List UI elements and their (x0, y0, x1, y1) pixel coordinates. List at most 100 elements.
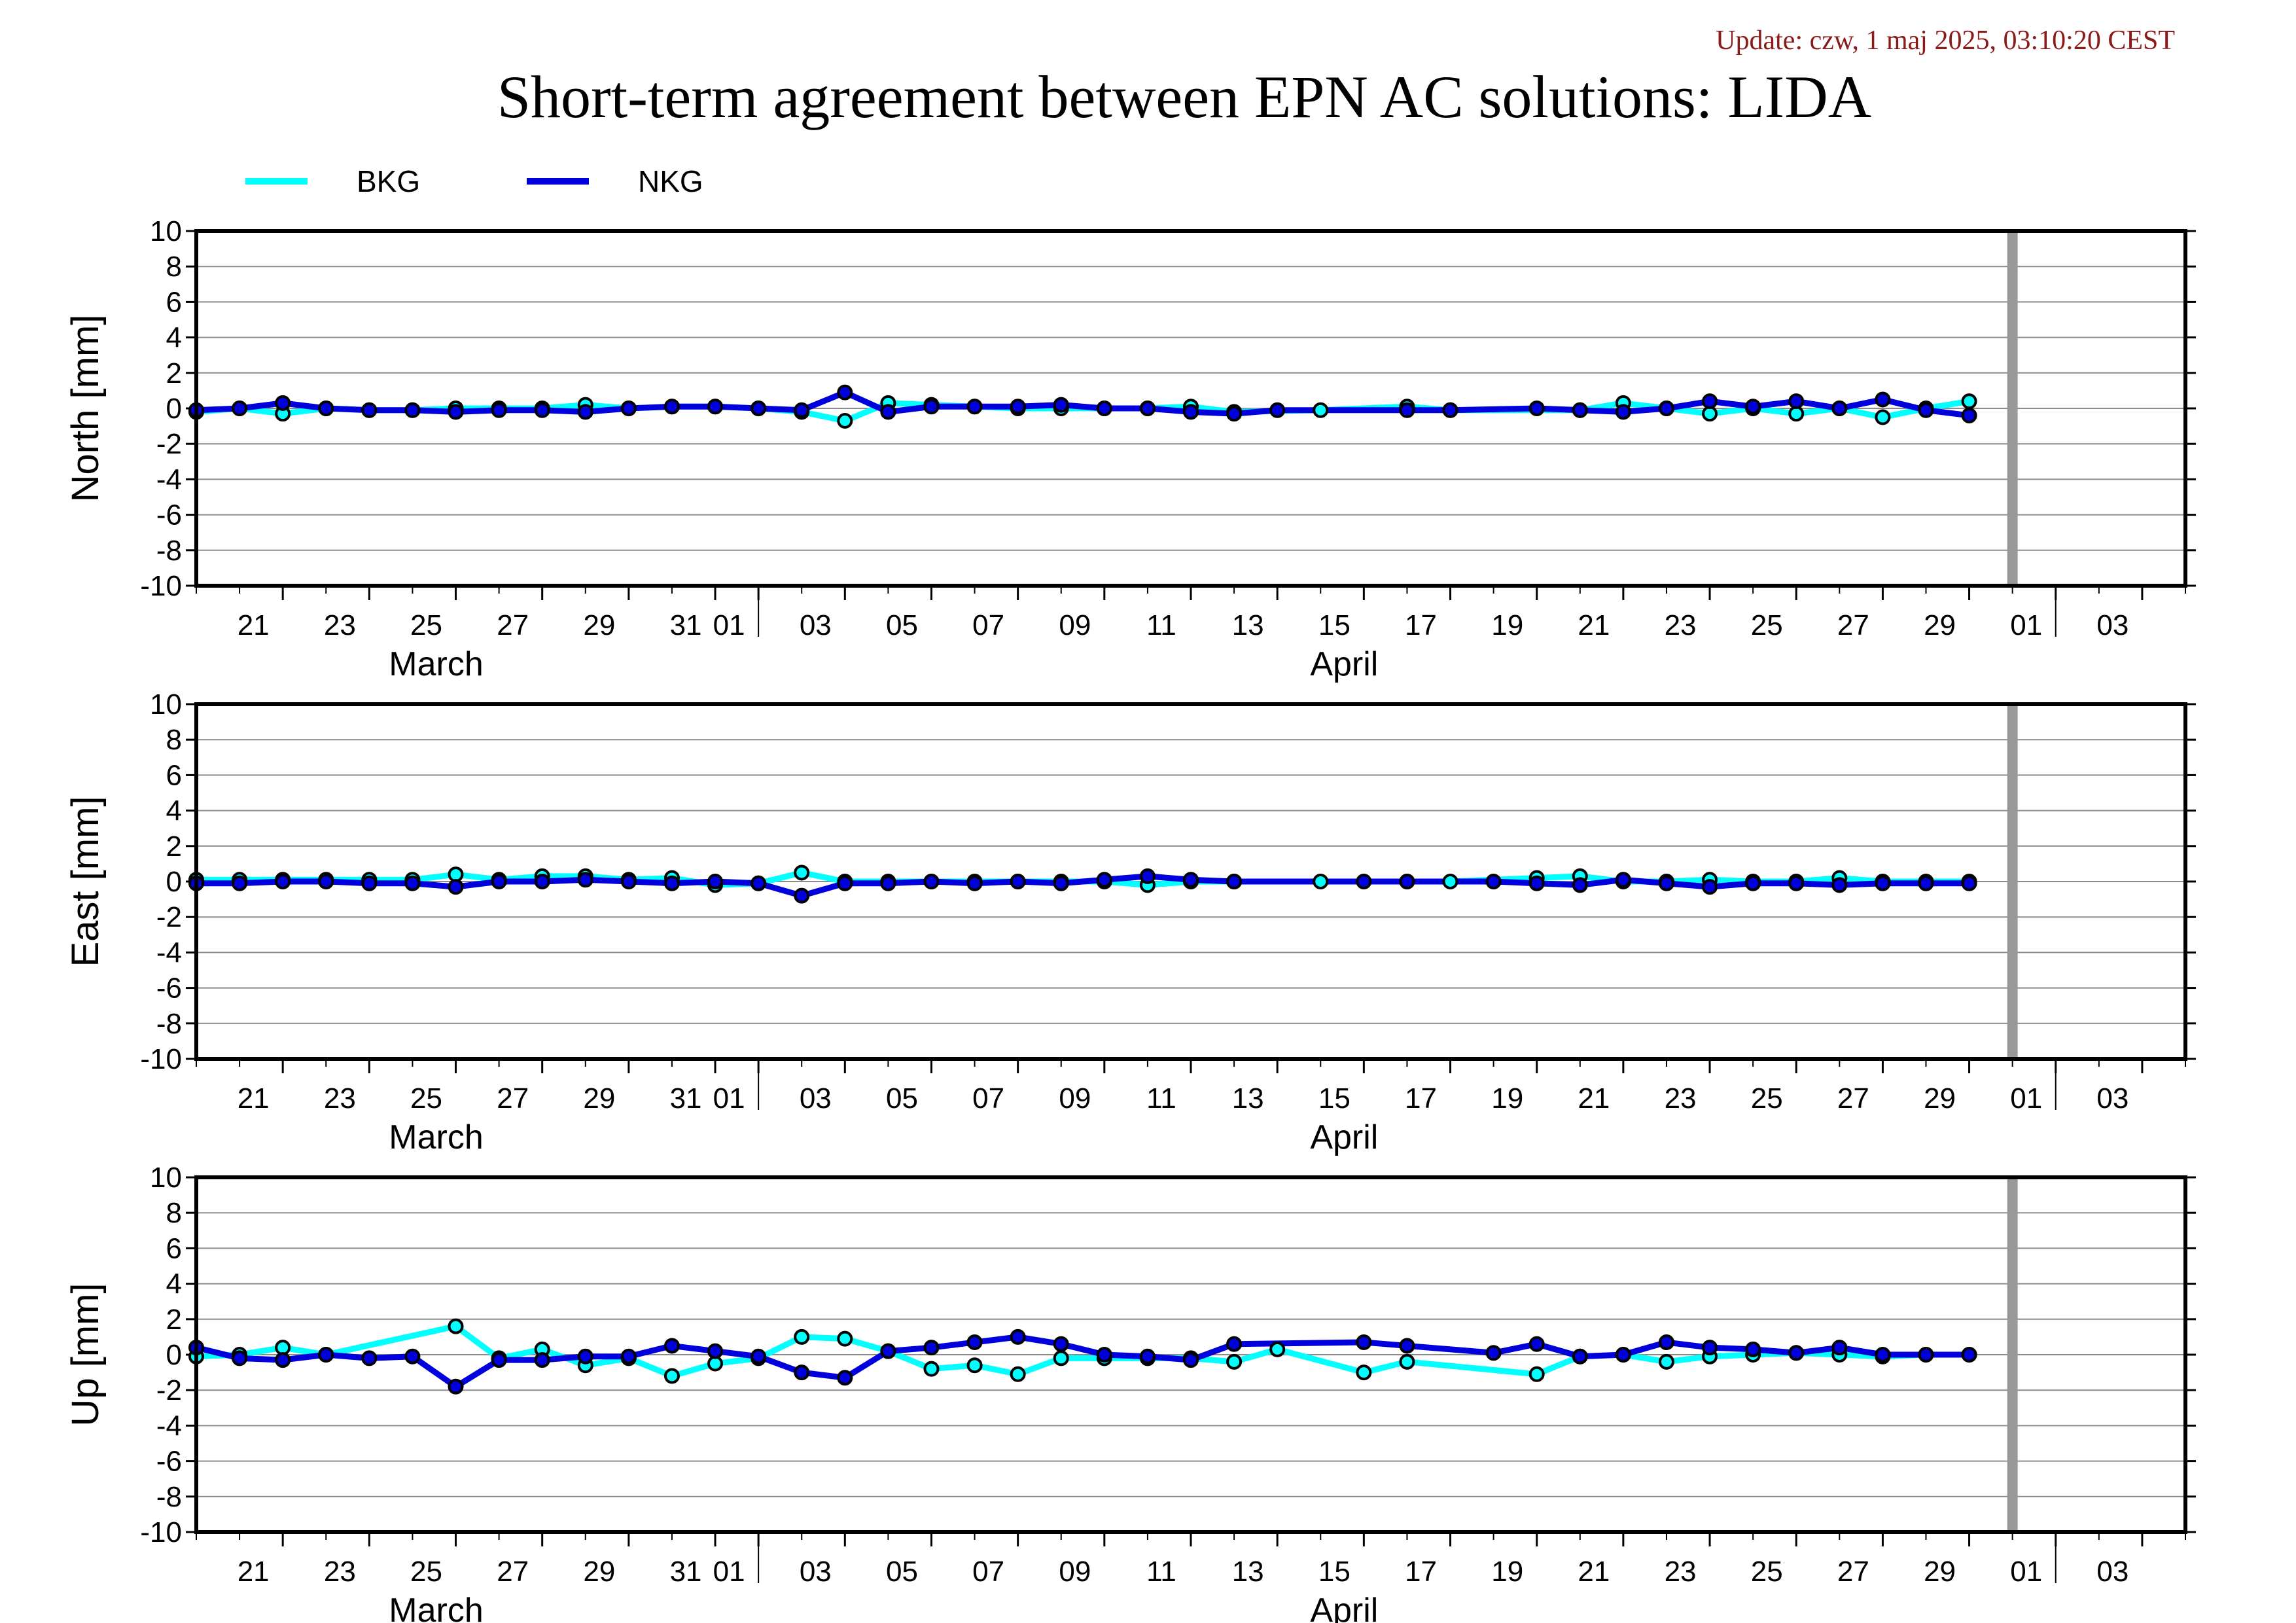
data-point-nkg (1356, 874, 1372, 889)
data-point-nkg (663, 1338, 680, 1354)
data-point-nkg (1183, 1352, 1199, 1368)
x-tick-label: 23 (1665, 1082, 1697, 1115)
data-point-nkg (1918, 1347, 1934, 1363)
x-tick-label: 23 (1665, 1556, 1697, 1588)
data-point-nkg (1615, 404, 1631, 420)
data-point-nkg (1961, 407, 1977, 423)
month-label: April (1310, 645, 1378, 683)
month-label: March (389, 1592, 483, 1623)
y-tick-label: -6 (156, 1446, 182, 1478)
x-tick-label: 05 (886, 1556, 918, 1588)
y-tick-label: 4 (166, 1268, 182, 1300)
data-point-nkg (1399, 402, 1415, 418)
data-point-nkg (404, 402, 421, 418)
data-point-nkg (880, 1343, 896, 1359)
data-point-nkg (232, 1350, 248, 1366)
x-tick-label: 05 (886, 609, 918, 641)
data-point-nkg (1615, 872, 1631, 888)
data-point-nkg (1572, 402, 1588, 418)
data-point-nkg (318, 401, 334, 416)
x-tick-label: 25 (410, 609, 442, 641)
data-point-bkg (923, 1361, 940, 1377)
data-point-nkg (1485, 1345, 1502, 1361)
data-point-nkg (1961, 875, 1977, 891)
x-tick-label: 29 (1924, 1082, 1956, 1115)
data-point-nkg (1442, 402, 1458, 418)
data-point-nkg (707, 1343, 724, 1359)
data-point-bkg (1226, 1353, 1243, 1370)
x-tick-label: 27 (497, 609, 529, 641)
x-tick-label: 07 (972, 1556, 1004, 1588)
data-point-nkg (1356, 1334, 1372, 1351)
y-tick-label: 6 (166, 286, 182, 318)
plot-frame (194, 702, 2187, 1061)
data-point-nkg (1010, 399, 1026, 415)
data-point-nkg (534, 1352, 550, 1368)
current-date-marker (2007, 231, 2018, 586)
data-point-nkg (1096, 1347, 1112, 1363)
data-point-nkg (1875, 1347, 1891, 1363)
y-tick-label: -2 (156, 1374, 182, 1406)
data-point-nkg (794, 402, 810, 418)
data-point-nkg (361, 1350, 378, 1366)
data-point-nkg (923, 1340, 940, 1356)
x-tick-label: 11 (1146, 1082, 1176, 1115)
data-point-nkg (837, 875, 853, 891)
data-point-nkg (1269, 402, 1286, 418)
data-point-nkg (923, 874, 940, 889)
y-tick-label: -10 (140, 1516, 182, 1548)
x-tick-label: 03 (2096, 609, 2128, 641)
data-point-nkg (1961, 1347, 1977, 1363)
data-point-nkg (1658, 875, 1674, 891)
data-point-nkg (1139, 868, 1156, 884)
y-tick-label: -6 (156, 972, 182, 1005)
x-tick-label: 03 (800, 1082, 832, 1115)
data-point-nkg (620, 401, 637, 416)
data-point-nkg (1875, 391, 1891, 408)
x-tick-label: 25 (1751, 1082, 1783, 1115)
x-tick-label: 01 (713, 609, 745, 641)
x-tick-label: 31 (670, 1556, 702, 1588)
data-point-nkg (404, 875, 421, 891)
x-tick-label: 21 (238, 1556, 270, 1588)
y-tick-label: -4 (156, 1410, 182, 1442)
x-tick-label: 15 (1318, 1082, 1351, 1115)
data-point-bkg (1658, 1353, 1674, 1370)
y-tick-label: 0 (166, 393, 182, 425)
x-tick-label: 05 (886, 1082, 918, 1115)
x-tick-label: 27 (497, 1556, 529, 1588)
x-tick-label: 01 (713, 1556, 745, 1588)
data-point-nkg (751, 401, 767, 416)
chart-title: Short-term agreement between EPN AC solu… (497, 63, 1872, 130)
data-point-nkg (1658, 401, 1674, 416)
y-tick-label: 8 (166, 724, 182, 756)
data-point-nkg (1226, 406, 1243, 422)
current-date-marker (2007, 1177, 2018, 1532)
x-tick-label: 21 (1578, 609, 1610, 641)
data-point-nkg (966, 875, 983, 891)
data-point-nkg (751, 875, 767, 891)
x-tick-label: 01 (2010, 1556, 2042, 1588)
data-point-nkg (491, 874, 507, 889)
y-tick-label: -10 (140, 1043, 182, 1075)
data-point-nkg (1615, 1347, 1631, 1363)
data-point-bkg (794, 1329, 810, 1345)
x-tick-label: 01 (2010, 1082, 2042, 1115)
data-point-nkg (1183, 404, 1199, 420)
data-point-bkg (663, 1368, 680, 1384)
x-tick-label: 21 (1578, 1556, 1610, 1588)
x-tick-label: 17 (1405, 1556, 1437, 1588)
x-tick-label: 09 (1059, 1082, 1091, 1115)
x-tick-label: 19 (1491, 1082, 1523, 1115)
x-tick-label: 19 (1491, 1556, 1523, 1588)
month-label: March (389, 1118, 483, 1156)
x-tick-label: 13 (1232, 609, 1264, 641)
x-tick-label: 09 (1059, 1556, 1091, 1588)
x-tick-label: 09 (1059, 609, 1091, 641)
data-point-nkg (1010, 1329, 1026, 1345)
x-tick-label: 01 (713, 1082, 745, 1115)
data-point-nkg (1788, 875, 1805, 891)
x-tick-label: 01 (2010, 609, 2042, 641)
data-point-nkg (1139, 401, 1156, 416)
data-point-nkg (404, 1348, 421, 1364)
